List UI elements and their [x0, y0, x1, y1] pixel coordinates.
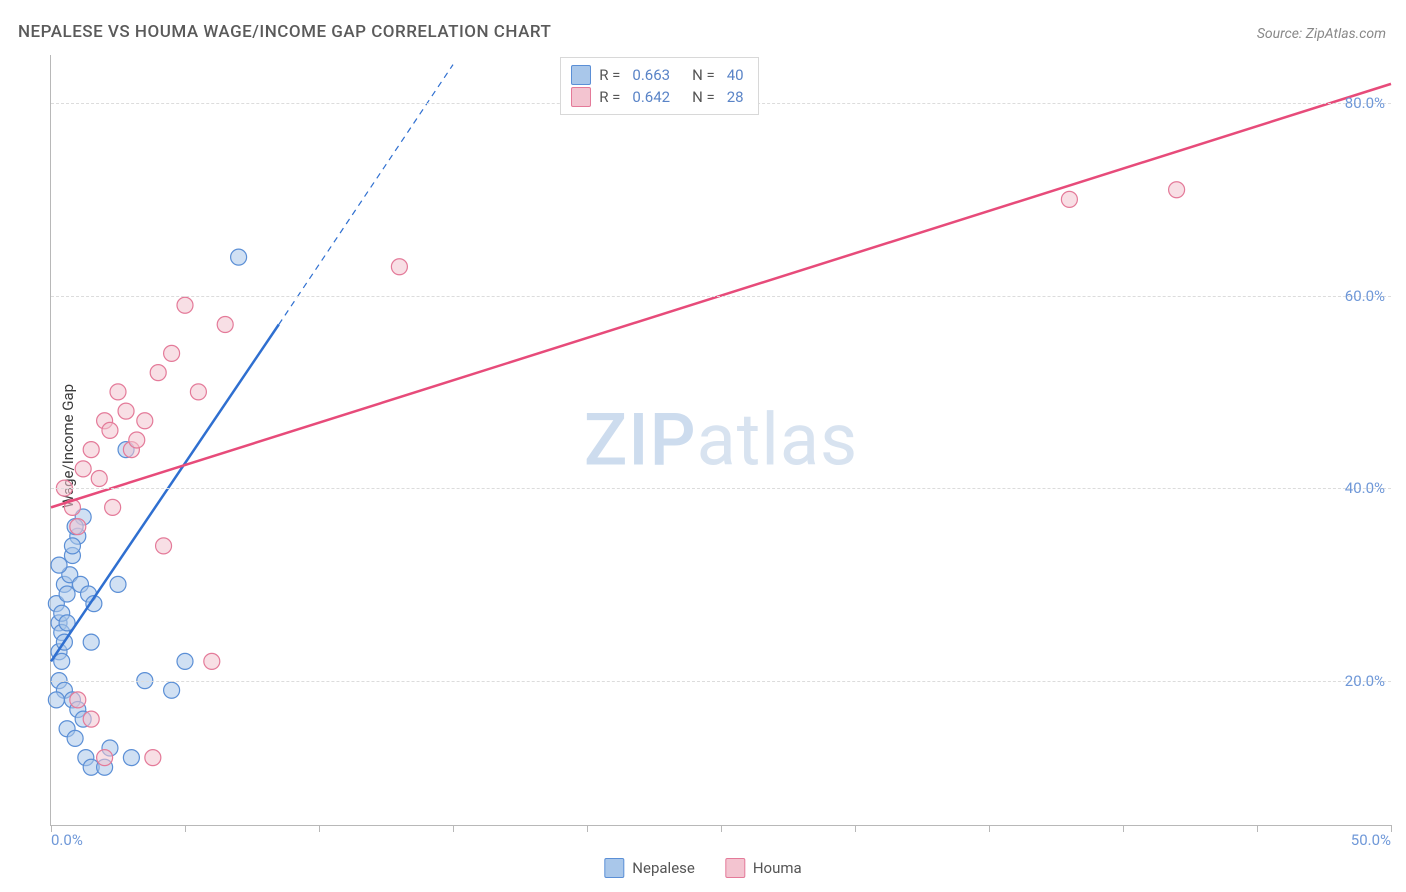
- scatter-point: [51, 557, 67, 573]
- scatter-point: [105, 499, 121, 515]
- scatter-point: [110, 384, 126, 400]
- legend-swatch: [725, 858, 745, 878]
- y-tick-label: 20.0%: [1345, 672, 1385, 690]
- scatter-point: [70, 692, 86, 708]
- stats-legend-row: R = 0.663 N = 40: [571, 64, 743, 86]
- source-label: Source: ZipAtlas.com: [1257, 26, 1386, 42]
- scatter-point: [204, 653, 220, 669]
- x-tick: [1391, 825, 1392, 832]
- x-tick: [587, 825, 588, 832]
- scatter-point: [164, 682, 180, 698]
- scatter-point: [164, 345, 180, 361]
- scatter-point: [67, 730, 83, 746]
- plot-area: ZIPatlas 20.0%40.0%60.0%80.0%0.0%50.0%R …: [50, 55, 1391, 826]
- x-tick: [319, 825, 320, 832]
- legend-label: Houma: [753, 859, 802, 877]
- legend-item: Houma: [725, 858, 802, 878]
- n-label: N =: [692, 66, 715, 84]
- scatter-point: [190, 384, 206, 400]
- scatter-point: [391, 259, 407, 275]
- scatter-point: [83, 442, 99, 458]
- stats-legend-row: R = 0.642 N = 28: [571, 86, 743, 108]
- scatter-point: [75, 461, 91, 477]
- y-tick-label: 60.0%: [1345, 287, 1385, 305]
- x-tick: [1257, 825, 1258, 832]
- x-tick-label: 0.0%: [51, 831, 83, 849]
- scatter-point: [48, 692, 64, 708]
- scatter-point: [217, 317, 233, 333]
- scatter-point: [59, 586, 75, 602]
- x-tick: [1123, 825, 1124, 832]
- scatter-point: [137, 413, 153, 429]
- scatter-point: [64, 538, 80, 554]
- x-tick: [721, 825, 722, 832]
- scatter-point: [97, 750, 113, 766]
- scatter-point: [177, 653, 193, 669]
- scatter-point: [70, 519, 86, 535]
- legend-item: Nepalese: [604, 858, 695, 878]
- scatter-point: [150, 365, 166, 381]
- y-tick-label: 80.0%: [1345, 94, 1385, 112]
- x-tick: [855, 825, 856, 832]
- scatter-point: [1169, 182, 1185, 198]
- x-tick-label: 50.0%: [1351, 831, 1391, 849]
- scatter-point: [231, 249, 247, 265]
- chart-container: NEPALESE VS HOUMA WAGE/INCOME GAP CORREL…: [0, 0, 1406, 892]
- chart-title: NEPALESE VS HOUMA WAGE/INCOME GAP CORREL…: [18, 22, 551, 42]
- x-tick: [453, 825, 454, 832]
- r-value: 0.663: [632, 66, 670, 84]
- scatter-point: [102, 422, 118, 438]
- n-value: 40: [727, 66, 744, 84]
- legend-swatch: [571, 87, 591, 107]
- scatter-point: [123, 750, 139, 766]
- legend-swatch: [604, 858, 624, 878]
- bottom-legend: Nepalese Houma: [604, 858, 801, 878]
- n-label: N =: [692, 88, 715, 106]
- gridline: [51, 296, 1391, 297]
- scatter-point: [118, 403, 134, 419]
- scatter-point: [177, 297, 193, 313]
- scatter-point: [145, 750, 161, 766]
- r-label: R =: [599, 66, 620, 84]
- x-tick: [185, 825, 186, 832]
- x-tick: [989, 825, 990, 832]
- legend-label: Nepalese: [632, 859, 695, 877]
- gridline: [51, 488, 1391, 489]
- r-value: 0.642: [632, 88, 670, 106]
- scatter-point: [83, 711, 99, 727]
- scatter-point: [83, 634, 99, 650]
- y-tick-label: 40.0%: [1345, 479, 1385, 497]
- scatter-point: [91, 471, 107, 487]
- n-value: 28: [727, 88, 744, 106]
- scatter-point: [156, 538, 172, 554]
- scatter-point: [129, 432, 145, 448]
- gridline: [51, 681, 1391, 682]
- stats-legend: R = 0.663 N = 40 R = 0.642 N = 28: [560, 57, 758, 115]
- legend-swatch: [571, 65, 591, 85]
- chart-svg: [51, 55, 1391, 825]
- r-label: R =: [599, 88, 620, 106]
- scatter-point: [1061, 191, 1077, 207]
- scatter-point: [110, 576, 126, 592]
